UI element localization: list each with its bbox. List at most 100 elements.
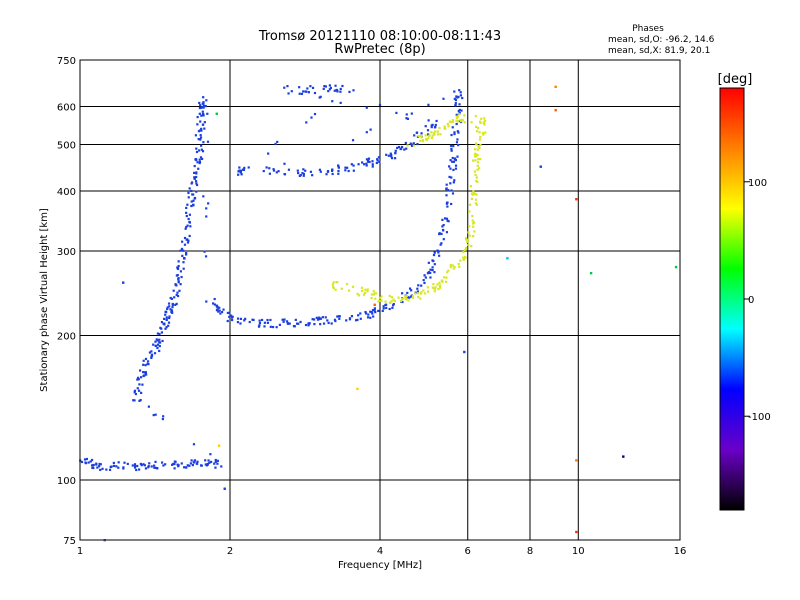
data-point-x	[458, 265, 461, 268]
data-point-x	[478, 138, 482, 141]
data-point-o	[313, 112, 317, 116]
chart-title: Tromsø 20121110 08:10:00-08:11:43	[258, 29, 501, 44]
data-point-o	[437, 251, 440, 254]
data-point-o	[455, 141, 459, 144]
data-point-o	[453, 158, 457, 161]
data-point-o	[453, 131, 456, 134]
data-point-o	[195, 183, 199, 187]
data-point-o	[171, 306, 174, 309]
data-point-x	[472, 235, 475, 238]
data-point-o	[185, 251, 188, 255]
data-point-o	[198, 149, 201, 152]
data-point-o	[449, 167, 452, 170]
data-point-o	[205, 300, 208, 303]
data-point-o	[163, 317, 166, 321]
data-point-o	[454, 102, 457, 105]
data-point-o	[369, 316, 372, 319]
data-point-x	[417, 292, 420, 295]
data-point-o	[190, 182, 193, 185]
data-point-x	[390, 300, 393, 303]
data-point-o	[204, 255, 208, 258]
data-point-o	[144, 467, 148, 470]
data-point-o	[377, 309, 380, 313]
data-point-o	[213, 462, 216, 465]
data-point-x	[389, 301, 392, 304]
data-point-o	[99, 468, 102, 472]
data-point-o	[429, 276, 432, 279]
data-point-o	[344, 169, 347, 172]
data-point-o	[424, 125, 427, 128]
data-point-o	[272, 169, 276, 172]
data-point-o	[433, 251, 436, 254]
data-point-o	[126, 462, 129, 466]
y-tick-label: 300	[57, 247, 76, 258]
data-point-o	[166, 307, 169, 311]
data-point-o	[454, 167, 458, 170]
data-point-x	[388, 294, 391, 298]
data-point-o	[136, 378, 139, 381]
data-point-o	[178, 289, 181, 292]
colorbar-tick-label: 100	[748, 178, 767, 189]
data-point-o	[336, 90, 339, 93]
data-point-x	[463, 121, 466, 124]
data-point-o	[203, 250, 206, 253]
data-point-x	[446, 271, 449, 274]
data-point-o	[328, 88, 331, 91]
colorbar-ticks: 100 0 -100	[744, 178, 771, 423]
data-point-o	[96, 466, 99, 469]
data-point-o	[287, 92, 290, 95]
data-point-o	[313, 323, 316, 326]
data-point-o	[443, 217, 447, 220]
outlier-point	[539, 165, 542, 168]
data-point-o	[313, 91, 317, 95]
data-point-o	[312, 318, 316, 321]
data-point-o	[205, 99, 208, 102]
data-point-x	[411, 295, 414, 298]
data-point-x	[479, 120, 482, 123]
data-point-o	[180, 247, 184, 251]
data-point-x	[482, 133, 485, 136]
data-point-o	[450, 202, 453, 206]
data-point-o	[408, 287, 412, 290]
data-point-x	[393, 300, 396, 303]
data-point-o	[136, 387, 139, 390]
data-point-o	[352, 169, 355, 172]
data-point-o	[448, 165, 451, 168]
data-point-o	[214, 460, 217, 464]
data-point-o	[363, 163, 366, 166]
data-point-o	[412, 142, 415, 145]
data-point-o	[376, 158, 379, 161]
x-tick-labels: 1 2 4 6 8 10 16	[77, 546, 687, 557]
data-point-o	[446, 201, 449, 204]
data-point-x	[479, 157, 482, 161]
data-point-o	[158, 338, 161, 341]
data-point-o	[150, 355, 153, 358]
data-point-o	[441, 228, 445, 232]
data-point-x	[482, 122, 486, 125]
data-point-o	[411, 144, 414, 148]
data-point-o	[359, 312, 362, 315]
data-point-o	[451, 192, 455, 195]
data-point-o	[170, 309, 173, 312]
data-point-o	[439, 243, 442, 246]
data-point-o	[239, 169, 243, 172]
data-point-o	[80, 460, 84, 464]
data-point-o	[169, 296, 172, 300]
data-point-o	[440, 232, 443, 236]
data-point-o	[159, 326, 162, 329]
data-point-o	[133, 465, 137, 468]
data-point-x	[473, 152, 477, 155]
data-point-o	[295, 322, 299, 325]
data-point-o	[351, 139, 355, 142]
data-point-o	[275, 171, 278, 174]
data-point-o	[274, 142, 277, 146]
data-point-o	[199, 138, 202, 141]
data-point-x	[430, 136, 434, 140]
data-point-o	[365, 106, 368, 109]
data-point-o	[318, 316, 321, 319]
data-point-x	[444, 280, 448, 283]
data-point-o	[242, 168, 246, 171]
plot-frame	[79, 59, 681, 541]
data-point-x	[456, 115, 459, 118]
data-point-x	[438, 281, 441, 284]
